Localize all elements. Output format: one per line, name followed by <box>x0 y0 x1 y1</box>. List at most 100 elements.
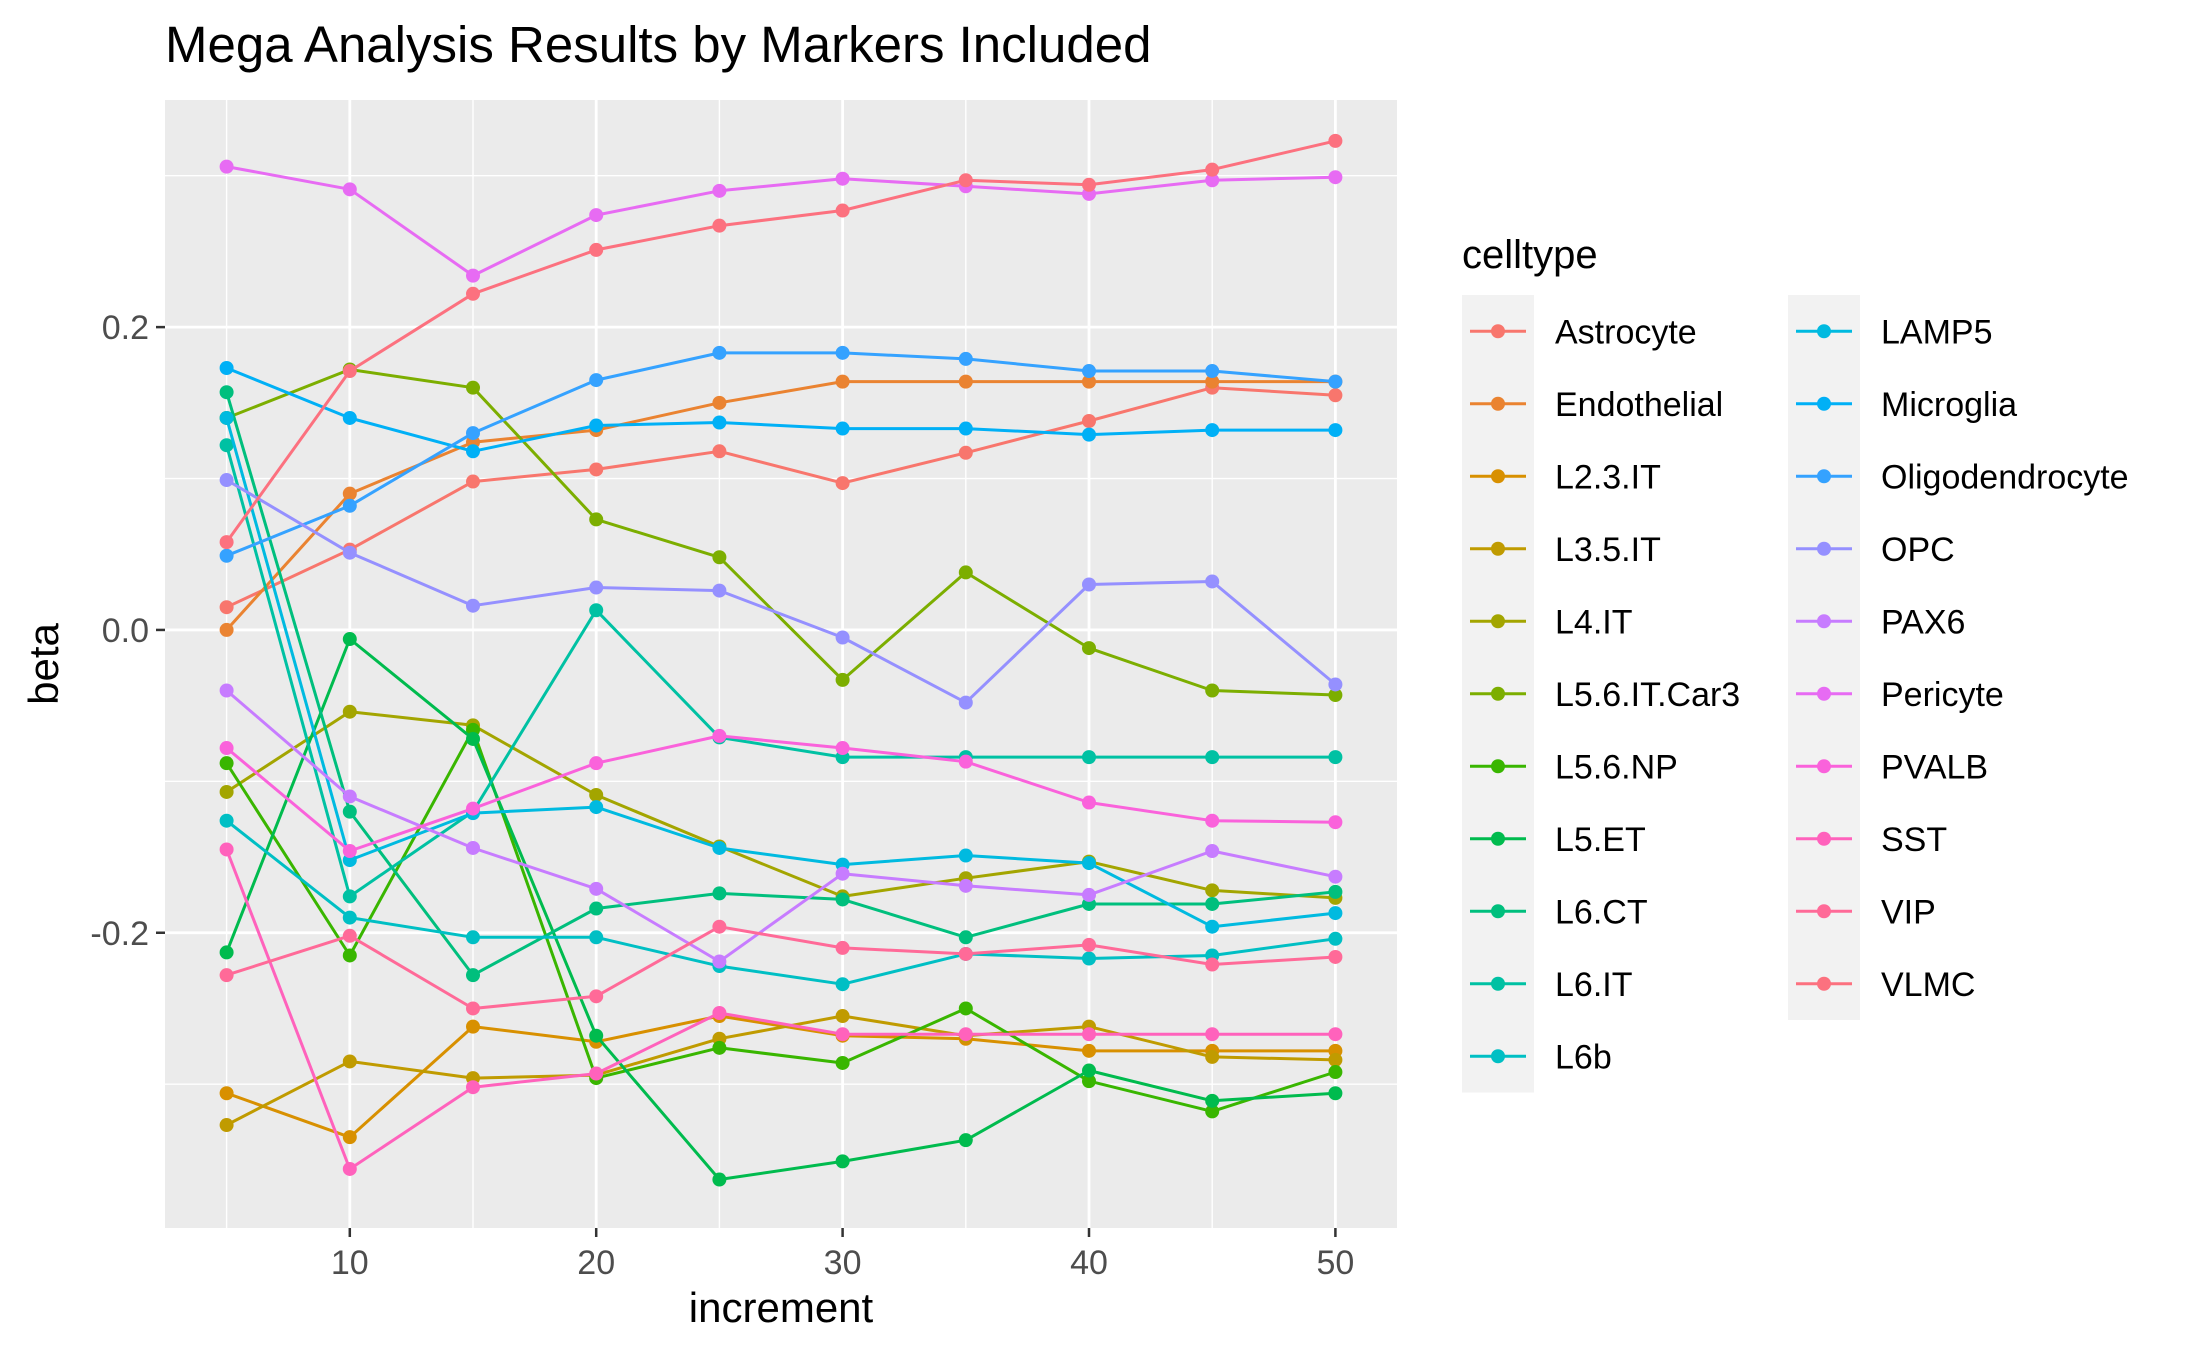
legend-point <box>1491 831 1505 846</box>
data-point <box>712 886 727 901</box>
data-point <box>712 1172 727 1187</box>
data-point <box>1205 173 1220 188</box>
legend-label: PVALB <box>1881 748 1988 786</box>
series-l5-et <box>219 632 1343 1187</box>
data-point <box>219 438 234 453</box>
data-point <box>342 498 357 513</box>
data-point <box>1082 427 1096 442</box>
legend-point <box>1817 759 1831 774</box>
data-point <box>1082 1074 1096 1089</box>
data-point <box>589 512 604 527</box>
series-line <box>226 925 1336 1010</box>
legend-item: Microglia <box>1796 386 2017 424</box>
legend-item: OPC <box>1796 531 1955 569</box>
data-point <box>712 954 727 969</box>
data-point <box>466 268 480 283</box>
data-point <box>589 462 604 477</box>
data-point <box>1205 957 1220 972</box>
data-point <box>712 444 727 459</box>
series-layer <box>219 133 1343 1187</box>
legend-label: OPC <box>1881 531 1955 569</box>
data-point <box>712 583 727 598</box>
series-line <box>225 417 1336 929</box>
data-point <box>958 1027 973 1042</box>
data-point <box>219 741 234 756</box>
legend-point <box>1491 614 1505 629</box>
data-point <box>1205 1049 1220 1064</box>
data-point <box>342 1130 357 1145</box>
data-point <box>466 286 480 301</box>
data-point <box>958 695 973 710</box>
legend-label: L4.IT <box>1555 603 1632 641</box>
data-point <box>342 910 357 925</box>
legend-point <box>1491 541 1505 556</box>
legend-point <box>1491 1049 1505 1064</box>
legend-point <box>1491 976 1505 991</box>
data-point <box>589 242 604 257</box>
data-point <box>1328 750 1343 765</box>
data-point <box>958 173 973 188</box>
data-point <box>712 1040 727 1055</box>
y-tick-label: 0.2 <box>102 309 149 347</box>
data-point <box>712 840 727 855</box>
data-point <box>1082 577 1096 592</box>
series-line <box>225 444 1336 898</box>
data-point <box>1328 388 1343 403</box>
data-point <box>958 1001 973 1016</box>
legend-item: VIP <box>1796 893 1936 931</box>
legend-item: PAX6 <box>1796 603 1965 641</box>
data-point <box>1082 937 1096 952</box>
series-line <box>225 689 1336 963</box>
data-point <box>466 930 480 945</box>
data-point <box>1328 374 1343 389</box>
data-point <box>1328 423 1343 438</box>
legend-item: L5.ET <box>1470 821 1646 859</box>
legend-label: Endothelial <box>1555 386 1723 424</box>
major-gridlines <box>165 100 1397 1228</box>
data-point <box>835 630 850 645</box>
data-point <box>342 804 357 819</box>
data-point <box>589 1066 604 1081</box>
data-point <box>712 728 727 743</box>
data-point <box>589 930 604 945</box>
data-point <box>1328 906 1343 921</box>
data-point <box>1082 177 1096 192</box>
data-point <box>219 410 234 425</box>
data-point <box>958 946 973 961</box>
data-point <box>342 928 357 943</box>
data-point <box>342 1161 357 1176</box>
data-point <box>219 473 234 488</box>
data-point <box>466 731 480 746</box>
data-point <box>1328 133 1343 148</box>
y-tick-labels: -0.2 0.0 0.2 <box>90 309 149 953</box>
legend-point <box>1817 614 1831 629</box>
legend-label: L2.3.IT <box>1555 458 1661 496</box>
data-point <box>589 580 604 595</box>
data-point <box>1328 815 1343 830</box>
data-point <box>835 940 850 955</box>
series-line <box>225 391 1336 977</box>
legend-label: L6.CT <box>1555 893 1648 931</box>
legend-point <box>1817 904 1831 919</box>
data-point <box>342 1054 357 1069</box>
data-point <box>466 1080 480 1095</box>
legend-item: Oligodendrocyte <box>1796 458 2129 496</box>
data-point <box>342 364 357 379</box>
data-point <box>219 968 234 983</box>
legend-label: Oligodendrocyte <box>1881 458 2129 496</box>
series-line <box>226 351 1336 558</box>
data-point <box>835 203 850 218</box>
data-point <box>712 1005 727 1020</box>
data-point <box>219 1086 234 1101</box>
legend-point <box>1817 976 1831 991</box>
data-point <box>1205 1104 1220 1119</box>
series-l5-6-np <box>219 722 1343 1119</box>
data-point <box>1328 949 1343 964</box>
series-line <box>225 478 1337 705</box>
legend-label: Microglia <box>1881 386 2017 424</box>
legend-item: LAMP5 <box>1796 313 1993 351</box>
legend-label: Pericyte <box>1881 676 2004 714</box>
data-point <box>589 603 604 618</box>
legend-point <box>1491 759 1505 774</box>
legend-item: L2.3.IT <box>1470 458 1661 496</box>
